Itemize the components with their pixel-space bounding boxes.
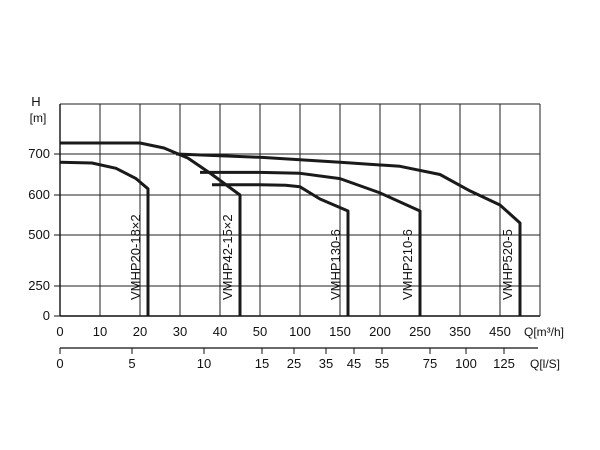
x-tick-label: 200 xyxy=(369,324,391,339)
y-tick-label: 500 xyxy=(28,227,50,242)
x-tick-label: 0 xyxy=(56,324,63,339)
x-tick-label: 20 xyxy=(133,324,147,339)
x-tick-label: 350 xyxy=(449,324,471,339)
series-label-vmhp42-15x2: VMHP42-15×2 xyxy=(220,214,235,300)
secondary-x-axis-unit: Q[l/S] xyxy=(530,357,560,371)
secondary-x-tick-label: 45 xyxy=(347,356,361,371)
x-tick-label: 150 xyxy=(329,324,351,339)
secondary-x-tick-label: 75 xyxy=(423,356,437,371)
series-label-vmhp130-6: VMHP130-6 xyxy=(328,229,343,300)
x-tick-label: 450 xyxy=(489,324,511,339)
curve-vmhp42-15x2 xyxy=(60,141,242,316)
secondary-x-tick-label: 55 xyxy=(375,356,389,371)
axes xyxy=(54,104,540,354)
secondary-x-tick-label: 100 xyxy=(455,356,477,371)
y-tick-label: 0 xyxy=(43,308,50,323)
curve-vmhp130-6 xyxy=(212,183,350,316)
secondary-x-tick-label: 125 xyxy=(493,356,515,371)
curve-vmhp520-5 xyxy=(175,152,522,316)
x-tick-label: 250 xyxy=(409,324,431,339)
y-tick-label: 250 xyxy=(28,278,50,293)
curve-vmhp20-18x2 xyxy=(59,160,150,316)
secondary-x-tick-label: 5 xyxy=(128,356,135,371)
secondary-x-tick-label: 35 xyxy=(319,356,333,371)
x-tick-label: 30 xyxy=(173,324,187,339)
curve-vmhp210-6 xyxy=(200,170,422,316)
secondary-x-tick-label: 15 xyxy=(255,356,269,371)
secondary-x-tick-label: 0 xyxy=(56,356,63,371)
series-label-vmhp210-6: VMHP210-6 xyxy=(400,229,415,300)
series-label-vmhp20-18x2: VMHP20-18×2 xyxy=(128,214,143,300)
y-tick-label: 600 xyxy=(28,187,50,202)
x-tick-label: 10 xyxy=(93,324,107,339)
curves xyxy=(59,141,522,316)
series-label-vmhp520-5: VMHP520-5 xyxy=(500,229,515,300)
y-tick-label: 700 xyxy=(28,146,50,161)
x-tick-label: 50 xyxy=(253,324,267,339)
secondary-x-tick-label: 25 xyxy=(287,356,301,371)
y-axis-title: H xyxy=(31,94,40,109)
x-tick-label: 100 xyxy=(289,324,311,339)
x-axis-unit: Q[m³/h] xyxy=(524,325,564,339)
x-tick-label: 40 xyxy=(213,324,227,339)
secondary-x-tick-label: 10 xyxy=(197,356,211,371)
y-axis-unit: [m] xyxy=(30,111,47,125)
